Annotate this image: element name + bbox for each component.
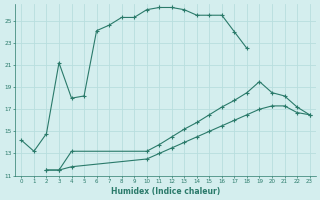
- X-axis label: Humidex (Indice chaleur): Humidex (Indice chaleur): [111, 187, 220, 196]
